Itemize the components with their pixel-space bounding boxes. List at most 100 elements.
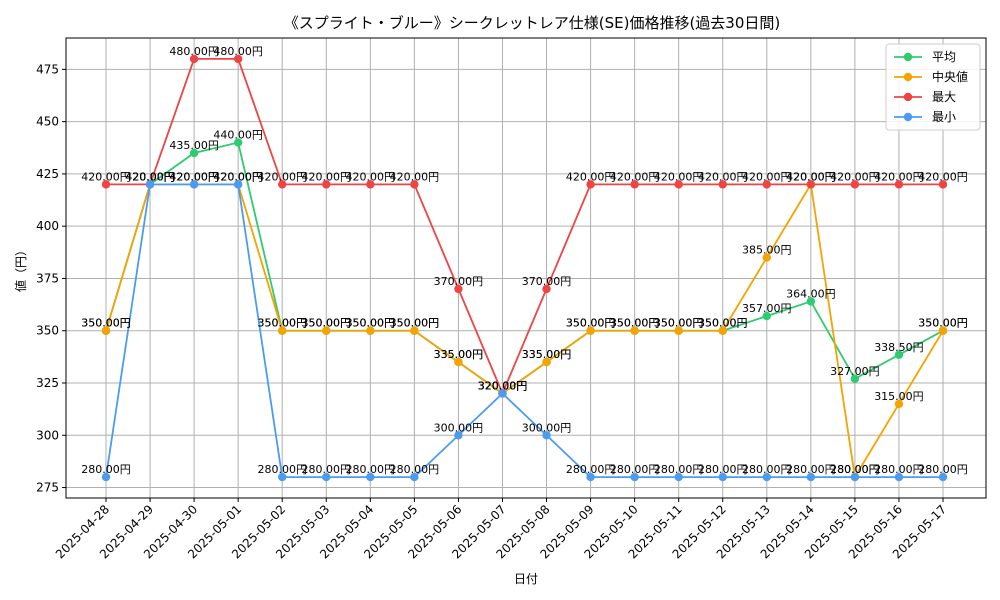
data-point bbox=[498, 389, 507, 398]
data-label: 364.00円 bbox=[786, 287, 836, 300]
data-labels: 350.00円420.00円435.00円440.00円350.00円350.0… bbox=[81, 45, 968, 476]
data-point bbox=[630, 180, 639, 189]
data-label: 420.00円 bbox=[125, 170, 175, 183]
data-label: 420.00円 bbox=[169, 170, 219, 183]
data-point bbox=[101, 472, 111, 482]
data-point bbox=[189, 180, 199, 189]
data-label: 350.00円 bbox=[346, 317, 396, 330]
data-label: 327.00円 bbox=[830, 365, 880, 378]
data-point bbox=[145, 180, 155, 189]
data-label: 280.00円 bbox=[830, 463, 880, 476]
data-label: 320.00円 bbox=[478, 379, 528, 392]
data-label: 280.00円 bbox=[742, 463, 792, 476]
series-layer bbox=[101, 54, 948, 482]
legend-item: 中央値 bbox=[894, 69, 968, 84]
data-label: 420.00円 bbox=[346, 170, 396, 183]
data-point bbox=[850, 180, 860, 189]
data-point bbox=[410, 472, 419, 482]
data-label: 420.00円 bbox=[125, 170, 175, 183]
data-label: 350.00円 bbox=[918, 317, 968, 330]
plot-frame bbox=[65, 37, 987, 499]
data-point bbox=[630, 326, 639, 335]
data-label: 350.00円 bbox=[81, 317, 131, 330]
data-label: 300.00円 bbox=[434, 421, 484, 434]
data-label: 350.00円 bbox=[698, 317, 748, 330]
legend-label: 平均 bbox=[932, 50, 956, 64]
data-label: 315.00円 bbox=[874, 390, 924, 403]
data-label: 350.00円 bbox=[81, 317, 131, 330]
data-label: 350.00円 bbox=[610, 317, 660, 330]
series-line bbox=[105, 183, 943, 478]
data-label: 420.00円 bbox=[786, 170, 836, 183]
data-label: 280.00円 bbox=[257, 463, 307, 476]
chart-title: 《スプライト・ブルー》シークレットレア仕様(SE)価格推移(過去30日間) bbox=[284, 14, 781, 32]
legend-swatch-marker bbox=[903, 112, 913, 122]
data-label: 480.00円 bbox=[213, 45, 263, 58]
data-point bbox=[894, 350, 904, 359]
legend-item: 最大 bbox=[894, 90, 956, 104]
data-label: 435.00円 bbox=[169, 139, 219, 152]
data-point bbox=[366, 180, 375, 189]
data-label: 320.00円 bbox=[478, 379, 528, 392]
data-label: 350.00円 bbox=[390, 317, 440, 330]
data-point bbox=[718, 326, 727, 335]
data-label: 420.00円 bbox=[169, 170, 219, 183]
y-tick-label: 350 bbox=[36, 324, 59, 338]
data-point bbox=[674, 180, 683, 189]
data-label: 280.00円 bbox=[918, 463, 968, 476]
legend-label: 中央値 bbox=[932, 69, 968, 84]
data-label: 350.00円 bbox=[302, 317, 352, 330]
data-label: 350.00円 bbox=[698, 317, 748, 330]
data-label: 480.00円 bbox=[169, 45, 219, 58]
data-label: 420.00円 bbox=[566, 170, 616, 183]
data-point bbox=[674, 326, 683, 335]
legend-item: 最小 bbox=[894, 110, 956, 124]
data-point bbox=[233, 138, 243, 147]
data-label: 280.00円 bbox=[302, 463, 352, 476]
data-point bbox=[233, 180, 243, 189]
data-point bbox=[718, 180, 727, 189]
data-point bbox=[366, 472, 375, 482]
data-label: 420.00円 bbox=[125, 170, 175, 183]
data-label: 420.00円 bbox=[874, 170, 924, 183]
data-label: 420.00円 bbox=[213, 170, 263, 183]
y-tick-label: 400 bbox=[36, 219, 59, 233]
data-point bbox=[806, 180, 816, 189]
y-tick-label: 450 bbox=[36, 115, 59, 129]
series-2 bbox=[101, 54, 948, 398]
legend-label: 最小 bbox=[932, 110, 956, 124]
data-label: 300.00円 bbox=[522, 421, 572, 434]
data-point bbox=[101, 180, 111, 189]
data-point bbox=[850, 472, 860, 482]
data-label: 350.00円 bbox=[257, 317, 307, 330]
data-label: 350.00円 bbox=[346, 317, 396, 330]
legend-swatch-marker bbox=[903, 52, 913, 62]
data-point bbox=[454, 431, 463, 440]
data-point bbox=[762, 311, 771, 321]
data-point bbox=[894, 399, 904, 409]
y-axis-label: 値（円） bbox=[13, 244, 28, 292]
data-label: 280.00円 bbox=[81, 463, 131, 476]
data-point bbox=[850, 374, 860, 384]
data-point bbox=[806, 472, 816, 482]
data-point bbox=[542, 284, 551, 294]
x-axis-label: 日付 bbox=[514, 572, 538, 586]
data-label: 420.00円 bbox=[610, 170, 660, 183]
data-label: 280.00円 bbox=[346, 463, 396, 476]
data-label: 280.00円 bbox=[390, 463, 440, 476]
data-point bbox=[586, 472, 595, 482]
data-point bbox=[894, 180, 904, 189]
data-point bbox=[586, 326, 595, 335]
data-point bbox=[410, 180, 419, 189]
data-label: 420.00円 bbox=[830, 170, 880, 183]
data-label: 350.00円 bbox=[257, 317, 307, 330]
data-point bbox=[762, 253, 771, 262]
data-label: 420.00円 bbox=[257, 170, 307, 183]
data-point bbox=[454, 357, 463, 367]
data-point bbox=[938, 180, 948, 189]
data-point bbox=[894, 472, 904, 482]
data-label: 320.00円 bbox=[478, 379, 528, 392]
data-label: 420.00円 bbox=[654, 170, 704, 183]
y-tick-label: 375 bbox=[36, 271, 59, 285]
